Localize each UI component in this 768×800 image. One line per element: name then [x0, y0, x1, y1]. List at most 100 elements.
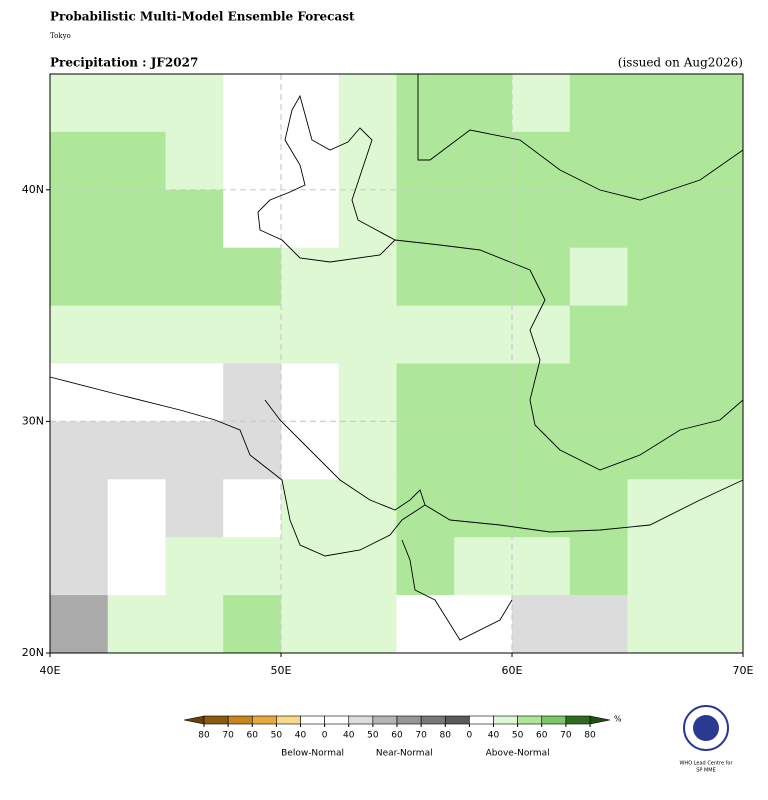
map-cells [50, 74, 744, 654]
colorbar-tick-label: 80 [584, 731, 596, 741]
grid-cell [107, 479, 166, 538]
colorbar-box [444, 715, 470, 725]
colorbar-tick-label: 60 [536, 731, 548, 741]
y-tick-label: 20N [22, 646, 44, 659]
colorbar-box [300, 715, 325, 725]
grid-cell [338, 131, 397, 191]
grid-cell [569, 479, 628, 538]
grid-cell [107, 247, 166, 307]
grid-cell [107, 189, 166, 249]
grid-cell [223, 131, 282, 191]
grid-cell [396, 74, 455, 133]
grid-cell [165, 421, 224, 480]
grid-cell [338, 479, 397, 538]
grid-cell [627, 479, 686, 538]
grid-cell [685, 247, 744, 307]
grid-cell [396, 247, 455, 307]
grid-cell [107, 74, 166, 133]
grid-cell [569, 74, 628, 133]
grid-cell [165, 305, 224, 364]
grid-cell [223, 479, 282, 538]
grid-cell [107, 131, 166, 191]
arabia-coast [401, 539, 513, 641]
grid-cell [281, 595, 340, 654]
grid-cell [223, 247, 282, 307]
grid-cell [223, 74, 282, 133]
grid-cell [338, 305, 397, 364]
grid-cell [569, 189, 628, 249]
grid-cell [165, 247, 224, 307]
grid-cell [396, 189, 455, 249]
colorbar-box [372, 715, 398, 725]
grid-cell [512, 595, 571, 654]
colorbar-tick-label: 60 [391, 731, 403, 741]
colorbar-label: Near-Normal [376, 749, 433, 759]
grid-cell [627, 363, 686, 422]
colorbar-label: Below-Normal [281, 749, 344, 759]
coastlines [49, 74, 744, 641]
grid-cell [685, 537, 744, 596]
grid-cell [512, 189, 571, 249]
grid-cell [165, 537, 224, 596]
logo: WHO Lead Centre for SP MME [679, 705, 733, 774]
grid-cell [512, 537, 571, 596]
colorbar-box [493, 715, 518, 725]
x-tick-label: 70E [733, 664, 754, 677]
colorbar-box [203, 715, 229, 725]
grid-cell [338, 595, 397, 654]
colorbar-box [517, 715, 543, 725]
colorbar-box [324, 715, 350, 725]
colorbar-tick-label: 70 [415, 731, 427, 741]
grid-cell [454, 131, 513, 191]
colorbar-tick-label: 50 [512, 731, 524, 741]
title: Probabilistic Multi-Model Ensemble Forec… [50, 10, 355, 24]
colorbar-box [565, 715, 591, 725]
grid-cell [685, 189, 744, 249]
pakistan-coast [424, 479, 744, 533]
colorbar-unit: % [614, 715, 622, 724]
colorbar-box [469, 715, 494, 725]
grid-cell [685, 363, 744, 422]
grid-cell [569, 537, 628, 596]
y-tick-label: 40N [22, 183, 44, 196]
grid-cell [107, 305, 166, 364]
grid-cell [627, 305, 686, 364]
grid-cell [569, 363, 628, 422]
colorbar-tick-label: 0 [467, 731, 473, 741]
border [417, 74, 744, 201]
colorbar-box [420, 715, 446, 725]
grid-cell [396, 305, 455, 364]
grid-cell [50, 247, 109, 307]
grid-cell [50, 479, 109, 538]
x-tick-label: 40E [40, 664, 61, 677]
logo-text: WHO Lead Centre for [679, 761, 733, 767]
grid-cell [223, 421, 282, 480]
grid-cell [512, 247, 571, 307]
grid-cell [338, 74, 397, 133]
grid-cell [50, 189, 109, 249]
grid-cell [165, 189, 224, 249]
grid-cell [50, 595, 109, 654]
colorbar-tick-label: 80 [440, 731, 452, 741]
colorbar-box [276, 715, 301, 725]
colorbar-tick-label: 60 [247, 731, 259, 741]
colorbar-box [251, 715, 277, 725]
map-axes: 40E 50E 60E 70E 20N 30N 40N [22, 183, 754, 677]
grid-cell [396, 363, 455, 422]
grid-cell [454, 421, 513, 480]
colorbar-box [396, 715, 422, 725]
grid-cell [338, 247, 397, 307]
grid-cell [281, 305, 340, 364]
grid-cell [50, 421, 109, 480]
grid-cell [454, 479, 513, 538]
x-tick-label: 50E [271, 664, 292, 677]
grid-cell [569, 131, 628, 191]
grid-cell [454, 595, 513, 654]
colorbar-tick-label: 70 [560, 731, 572, 741]
border [394, 239, 744, 471]
colorbar-tick-label: 0 [322, 731, 328, 741]
grid-cell [685, 131, 744, 191]
grid-cell [281, 74, 340, 133]
grid-cell [627, 247, 686, 307]
grid-cell [107, 595, 166, 654]
